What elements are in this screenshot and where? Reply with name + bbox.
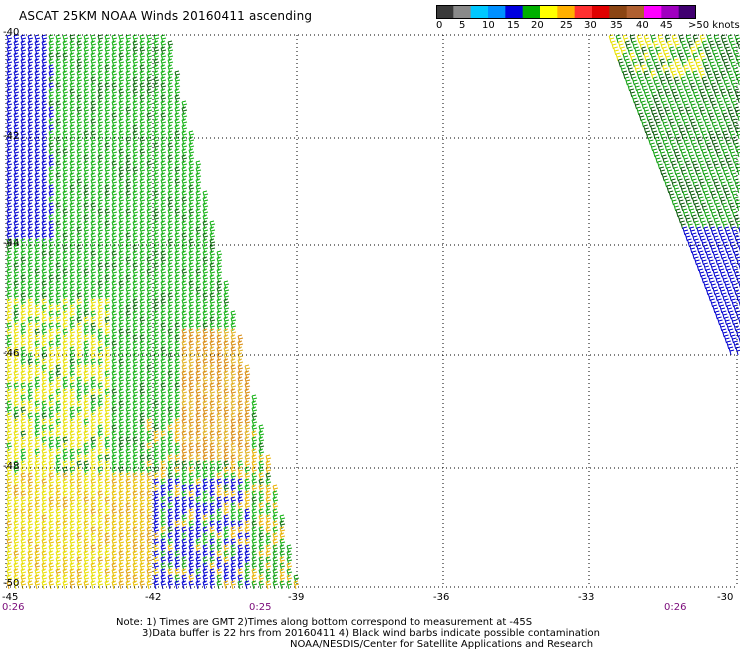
wind-barb bbox=[97, 580, 104, 590]
colorbar-segment bbox=[609, 5, 628, 19]
note-line-1: Note: 1) Times are GMT 2)Times along bot… bbox=[116, 617, 533, 628]
colorbar-label-35: 35 bbox=[610, 20, 623, 31]
wind-barb bbox=[216, 580, 223, 590]
wind-barb bbox=[223, 580, 230, 590]
wind-barb bbox=[20, 580, 27, 590]
lon-label-36: -36 bbox=[433, 592, 450, 603]
colorbar-label-20: 20 bbox=[531, 20, 544, 31]
time-label-right: 0:26 bbox=[664, 602, 687, 613]
wind-barb bbox=[230, 580, 237, 590]
lon-label-39: -39 bbox=[288, 592, 305, 603]
colorbar-label-30: 30 bbox=[584, 20, 597, 31]
wind-barb bbox=[174, 580, 181, 590]
colorbar-segment bbox=[661, 5, 680, 19]
note-line-3: NOAA/NESDIS/Center for Satellite Applica… bbox=[290, 639, 594, 650]
colorbar-segment bbox=[626, 5, 645, 19]
wind-barb bbox=[146, 580, 153, 590]
wind-barb bbox=[181, 580, 188, 590]
lat-label-48: -48 bbox=[3, 461, 20, 472]
colorbar-label-50: >50 knots bbox=[688, 20, 740, 31]
wind-barb bbox=[55, 580, 62, 590]
wind-barb bbox=[27, 580, 34, 590]
lon-label-30: -30 bbox=[717, 592, 734, 603]
wind-barb-swaths bbox=[6, 34, 740, 590]
wind-barb bbox=[111, 580, 118, 590]
wind-barb bbox=[76, 580, 83, 590]
colorbar-segment bbox=[574, 5, 593, 19]
colorbar-label-10: 10 bbox=[482, 20, 495, 31]
colorbar-segment bbox=[592, 5, 610, 19]
lon-label-42: -42 bbox=[145, 592, 162, 603]
map-title: ASCAT 25KM NOAA Winds 20160411 ascending bbox=[19, 9, 313, 23]
wind-barb bbox=[279, 580, 286, 590]
wind-barb bbox=[104, 580, 111, 590]
colorbar-segment bbox=[453, 5, 472, 19]
wind-barb bbox=[69, 580, 76, 590]
colorbar-segment bbox=[470, 5, 489, 19]
wind-barb bbox=[139, 580, 146, 590]
lat-label-44: -44 bbox=[3, 238, 20, 249]
wind-barb bbox=[272, 580, 279, 590]
wind-barb bbox=[62, 580, 69, 590]
wind-barb bbox=[153, 580, 160, 590]
colorbar-label-0: 0 bbox=[436, 20, 443, 31]
colorbar-segment bbox=[557, 5, 576, 19]
note-line-2: 3)Data buffer is 22 hrs from 20160411 4)… bbox=[142, 628, 600, 639]
wind-barb bbox=[293, 580, 300, 590]
wind-barb bbox=[237, 580, 244, 590]
colorbar-segment bbox=[436, 5, 454, 19]
colorbar-segment bbox=[540, 5, 558, 19]
wind-barb bbox=[286, 580, 293, 590]
wind-barb bbox=[132, 580, 139, 590]
wind-barb bbox=[41, 580, 48, 590]
wind-barb bbox=[244, 580, 251, 590]
wind-barb bbox=[265, 580, 272, 590]
wind-barb bbox=[728, 346, 735, 356]
lat-label-42: -42 bbox=[3, 131, 20, 142]
colorbar-label-15: 15 bbox=[507, 20, 520, 31]
lat-label-46: -46 bbox=[3, 348, 20, 359]
colorbar-segment bbox=[505, 5, 524, 19]
wind-barb bbox=[251, 580, 258, 590]
wind-barb bbox=[118, 580, 125, 590]
wind-barb bbox=[188, 580, 195, 590]
wind-barb-map bbox=[5, 34, 740, 590]
lon-label-33: -33 bbox=[578, 592, 595, 603]
wind-barb bbox=[202, 580, 209, 590]
wind-barb bbox=[195, 580, 202, 590]
wind-barb bbox=[34, 580, 41, 590]
lat-label-50: -50 bbox=[3, 578, 20, 589]
colorbar-label-40: 40 bbox=[636, 20, 649, 31]
wind-barb bbox=[160, 580, 167, 590]
colorbar-border bbox=[436, 5, 696, 19]
colorbar-label-5: 5 bbox=[459, 20, 466, 31]
colorbar-segment bbox=[522, 5, 541, 19]
time-label-left: 0:26 bbox=[2, 602, 25, 613]
wind-barb bbox=[48, 580, 55, 590]
colorbar-segment bbox=[488, 5, 506, 19]
colorbar-label-25: 25 bbox=[560, 20, 573, 31]
wind-barb bbox=[90, 580, 97, 590]
wind-barb bbox=[209, 580, 216, 590]
time-label-middle: 0:25 bbox=[249, 602, 272, 613]
wind-barb bbox=[125, 580, 132, 590]
wind-barb bbox=[258, 580, 265, 590]
lat-label-40: -40 bbox=[3, 27, 20, 38]
colorbar-label-45: 45 bbox=[660, 20, 673, 31]
wind-barb bbox=[167, 580, 174, 590]
wind-barb bbox=[83, 580, 90, 590]
colorbar-segment bbox=[644, 5, 662, 19]
colorbar-segment bbox=[678, 5, 696, 19]
wind-speed-colorbar bbox=[436, 5, 696, 19]
